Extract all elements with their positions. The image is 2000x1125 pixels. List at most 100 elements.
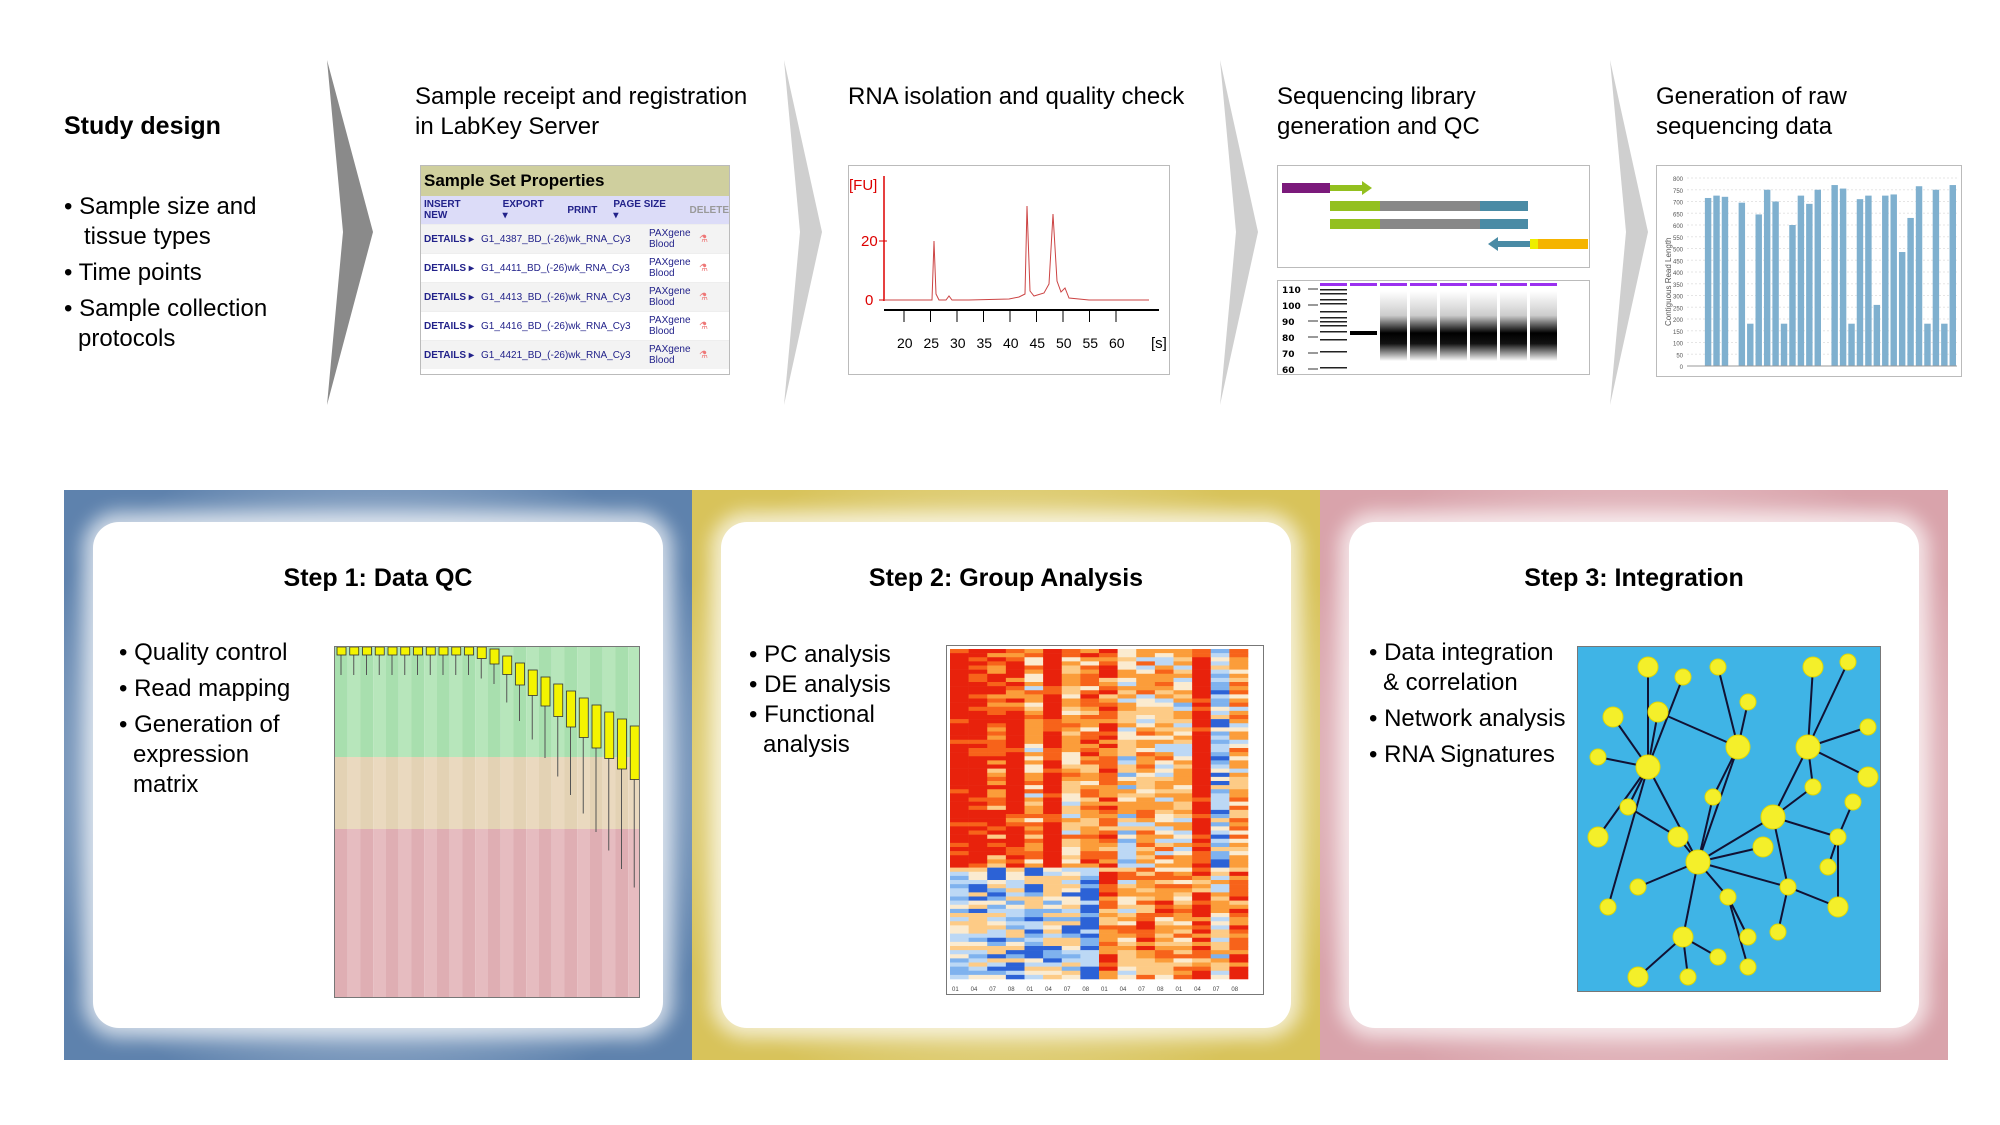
network-node (1857, 766, 1879, 788)
ladder-label: 90 (1282, 318, 1295, 328)
network-node (1589, 748, 1607, 766)
step-title: Step 3: Integration (1524, 564, 1744, 592)
bullet: tissue types (84, 223, 211, 250)
sample-type: PAXgene Blood (649, 257, 691, 279)
network-node (1739, 693, 1757, 711)
flask-icon: ⚗ (699, 349, 708, 361)
y-tick: 600 (1673, 224, 1684, 230)
bullet: • Time points (64, 259, 202, 286)
x-tick: 50 (1056, 335, 1072, 351)
print-button[interactable]: PRINT (567, 204, 598, 216)
step-card: Step 1: Data QC • Quality control • Read… (93, 522, 663, 1028)
column-label: 08 (1082, 987, 1089, 993)
x-tick: 45 (1030, 335, 1046, 351)
step-card: Step 2: Group Analysis • PC analysis • D… (721, 522, 1291, 1028)
details-link[interactable]: DETAILS ▸ (424, 320, 474, 332)
sample-type: PAXgene Blood (649, 228, 691, 250)
chevron-arrow-icon (784, 60, 822, 405)
expression-heatmap: 01 04 07 08 01 04 07 08 01 04 07 08 01 04 07 08 (946, 645, 1264, 995)
page-size-button[interactable]: PAGE SIZE ▾ (613, 199, 666, 221)
stage-title-line: generation and QC (1277, 113, 1480, 140)
network-node (1752, 836, 1774, 858)
labkey-toolbar: INSERT NEW EXPORT ▾ PRINT PAGE SIZE ▾ DE… (421, 196, 729, 224)
network-node (1769, 923, 1787, 941)
network-node (1795, 734, 1821, 760)
sample-name: G1_4411_BD_(-26)wk_RNA_Cy3 (481, 262, 630, 274)
table-row: DETAILS ▸ G1_4387_BD_(-26)wk_RNA_Cy3 PAXge… (421, 224, 729, 253)
bar (1882, 195, 1889, 366)
export-button[interactable]: EXPORT ▾ (502, 199, 544, 221)
delete-button[interactable]: DELETE (689, 204, 729, 216)
y-tick: 550 (1673, 236, 1684, 242)
bar (1797, 195, 1805, 366)
details-link[interactable]: DETAILS ▸ (424, 262, 474, 274)
network-node (1629, 878, 1647, 896)
qc-boxplot (334, 646, 640, 998)
column-label: 04 (1120, 987, 1127, 993)
ladder-label: 80 (1282, 334, 1295, 344)
network-node (1779, 878, 1797, 896)
y-tick: 700 (1673, 201, 1684, 207)
bar (1704, 197, 1712, 366)
y-axis-label: Contiguous Read Length (1664, 237, 1673, 326)
step-bullets: • PC analysis • DE analysis • Functional… (749, 640, 891, 760)
study-design: Study design (64, 112, 221, 141)
column-label: 01 (1027, 987, 1034, 993)
network-node (1844, 793, 1862, 811)
details-link[interactable]: DETAILS ▸ (424, 233, 474, 245)
y-tick: 0 (865, 292, 873, 309)
x-tick: 55 (1083, 335, 1099, 351)
ladder-label: 60 (1282, 366, 1295, 375)
bullet: protocols (78, 325, 176, 352)
network-node (1802, 656, 1824, 678)
bullet: matrix (133, 771, 199, 798)
labkey-title: Sample Set Properties (421, 166, 729, 196)
column-label: 04 (1045, 987, 1052, 993)
y-tick: 350 (1673, 283, 1684, 289)
bullet: • PC analysis (749, 641, 891, 668)
chevron-arrow-icon (327, 60, 373, 405)
bullet: • Network analysis (1369, 705, 1566, 732)
y-tick: 800 (1673, 177, 1684, 183)
x-unit: [s] (1151, 335, 1167, 352)
network-node (1685, 849, 1711, 875)
ladder-label: 70 (1282, 350, 1295, 360)
x-tick: 20 (897, 335, 913, 351)
step-3-panel: Step 3: Integration • Data integration &… (1320, 490, 1948, 1060)
flask-icon: ⚗ (699, 291, 708, 303)
bar (1848, 323, 1855, 366)
ladder-label: 110 (1282, 286, 1301, 296)
bullet: • DE analysis (749, 671, 891, 698)
network-node (1859, 718, 1877, 736)
stage-title: Sequencing library generation and QC (1277, 82, 1480, 142)
bioanalyzer-trace: [FU] 20 0 20 25 30 35 40 45 50 55 60 [s] (848, 165, 1170, 375)
bar (1949, 185, 1956, 366)
network-node (1679, 968, 1697, 986)
y-tick: 200 (1673, 318, 1684, 324)
details-link[interactable]: DETAILS ▸ (424, 349, 474, 361)
table-row: DETAILS ▸ G1_4411_BD_(-26)wk_RNA_Cy3 PAXge… (421, 253, 729, 282)
bar (1839, 188, 1847, 366)
network-node (1672, 926, 1694, 948)
column-label: 01 (1176, 987, 1183, 993)
network-node (1760, 804, 1786, 830)
step-card: Step 3: Integration • Data integration &… (1349, 522, 1919, 1028)
step-1-panel: Step 1: Data QC • Quality control • Read… (64, 490, 692, 1060)
column-label: 01 (952, 987, 959, 993)
labkey-rows: DETAILS ▸ G1_4387_BD_(-26)wk_RNA_Cy3 PAXge… (421, 224, 729, 369)
y-tick: 750 (1673, 189, 1684, 195)
x-tick: 30 (950, 335, 966, 351)
bar (1873, 304, 1881, 366)
y-tick: 50 (1676, 353, 1683, 359)
insert-new-button[interactable]: INSERT NEW (424, 199, 461, 221)
table-row: DETAILS ▸ G1_4413_BD_(-26)wk_RNA_Cy3 PAXge… (421, 282, 729, 311)
bar (1721, 196, 1729, 366)
bullet: expression (133, 741, 250, 768)
network-node (1819, 858, 1837, 876)
details-link[interactable]: DETAILS ▸ (424, 291, 474, 303)
sample-name: G1_4413_BD_(-26)wk_RNA_Cy3 (481, 291, 631, 303)
bar (1941, 323, 1948, 366)
network-node (1827, 896, 1849, 918)
column-label: 08 (1157, 987, 1164, 993)
bar (1865, 195, 1872, 366)
